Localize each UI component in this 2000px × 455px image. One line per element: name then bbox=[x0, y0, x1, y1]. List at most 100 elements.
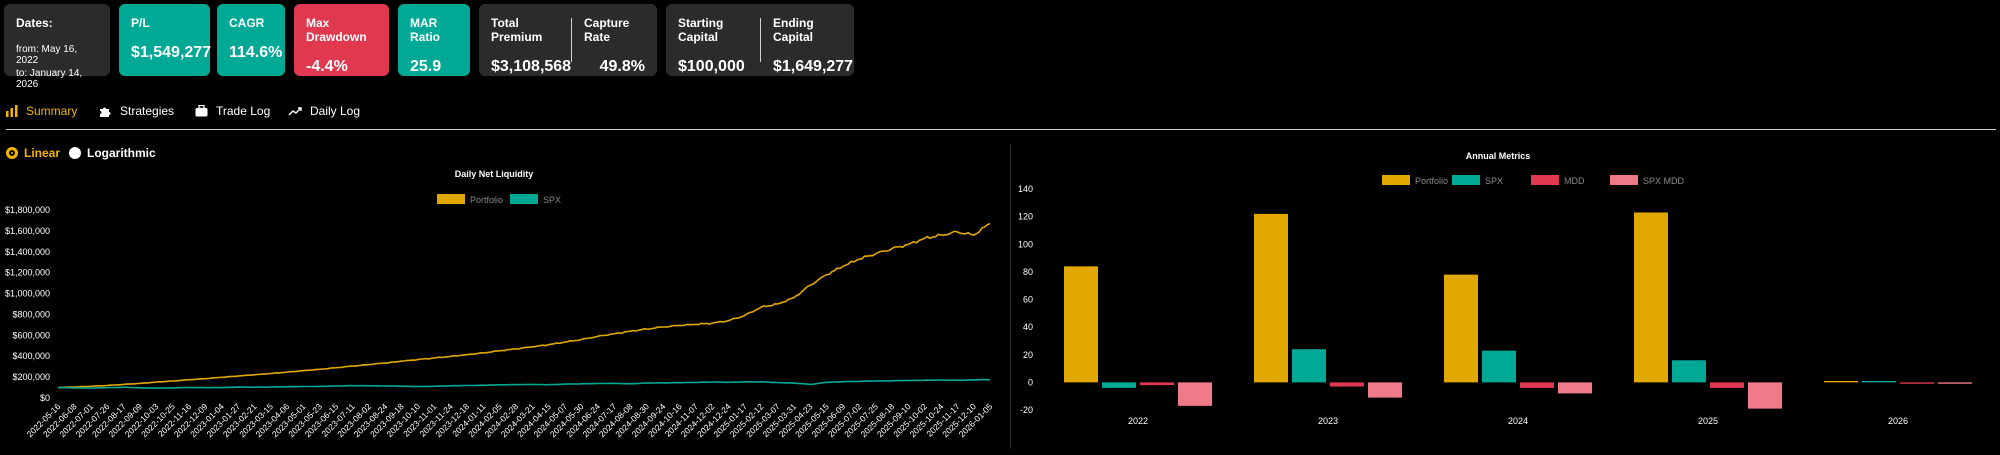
bar-chart-icon bbox=[6, 105, 18, 117]
y-tick-label: $1,600,000 bbox=[5, 226, 50, 236]
cagr-card: CAGR 114.6% bbox=[217, 4, 285, 76]
mar-ratio-label: MAR Ratio bbox=[410, 16, 440, 44]
legend-item-mdd: MDD bbox=[1531, 175, 1585, 186]
tab-bar: Summary Strategies Trade Log Daily Log bbox=[0, 98, 2000, 130]
legend-label-portfolio: Portfolio bbox=[1415, 176, 1448, 186]
max-drawdown-label: Max Drawdown bbox=[306, 16, 367, 44]
logarithmic-radio-label: Logarithmic bbox=[87, 146, 156, 160]
legend-item-spx-mdd: SPX MDD bbox=[1610, 175, 1685, 186]
legend-item-spx: SPX bbox=[1452, 175, 1503, 186]
tab-strategies[interactable]: Strategies bbox=[99, 104, 174, 118]
bar-portfolio-2022 bbox=[1064, 266, 1098, 383]
legend-swatch-portfolio bbox=[437, 194, 465, 204]
max-drawdown-value: -4.4% bbox=[306, 58, 348, 75]
y-tick-label: 0 bbox=[1028, 377, 1033, 387]
bar-portfolio-2023 bbox=[1254, 213, 1288, 383]
starting-capital-value: $100,000 bbox=[678, 58, 745, 75]
bar-mdd-2025 bbox=[1710, 382, 1744, 388]
bar-mdd-2023 bbox=[1330, 382, 1364, 387]
pl-card: P/L $1,549,277 bbox=[119, 4, 212, 76]
tab-underline bbox=[6, 129, 1996, 130]
y-tick-label: $0 bbox=[40, 393, 50, 403]
bar-spx-mdd-2024 bbox=[1558, 382, 1592, 394]
x-tick-label: 2023 bbox=[1318, 416, 1338, 426]
legend-label-spx: SPX bbox=[1485, 176, 1503, 186]
tab-daily-log-label: Daily Log bbox=[310, 104, 361, 118]
y-tick-label: 100 bbox=[1018, 239, 1033, 249]
series-line-portfolio bbox=[57, 222, 991, 389]
premium-card: Total Premium $3,108,568 Capture Rate 49… bbox=[479, 4, 657, 76]
cagr-label: CAGR bbox=[229, 16, 265, 30]
bar-mdd-2024 bbox=[1520, 382, 1554, 388]
capital-card: Starting Capital $100,000 Ending Capital… bbox=[666, 4, 854, 76]
starting-capital-label: Starting Capital bbox=[678, 16, 724, 44]
chart-divider bbox=[1010, 144, 1011, 449]
y-tick-label: $1,000,000 bbox=[5, 289, 50, 299]
legend-item-spx: SPX bbox=[510, 194, 561, 205]
dates-from: from: May 16, 2022 bbox=[16, 44, 78, 66]
legend-swatch-spx bbox=[510, 194, 538, 204]
legend-swatch-spx-mdd bbox=[1610, 175, 1638, 185]
y-tick-label: 60 bbox=[1023, 295, 1033, 305]
max-drawdown-card: Max Drawdown -4.4% bbox=[294, 4, 389, 76]
premium-divider bbox=[571, 18, 572, 62]
ending-capital-label: Ending Capital bbox=[773, 16, 814, 44]
legend-label-mdd: MDD bbox=[1564, 176, 1585, 186]
linear-radio-label: Linear bbox=[24, 146, 61, 160]
briefcase-icon bbox=[195, 105, 208, 117]
y-tick-label: $800,000 bbox=[12, 309, 50, 319]
bar-spx-mdd-2025 bbox=[1748, 382, 1782, 409]
pl-value: $1,549,277 bbox=[131, 44, 212, 61]
legend-label-spx: SPX bbox=[543, 195, 561, 205]
legend-swatch-spx bbox=[1452, 175, 1480, 185]
tab-summary[interactable]: Summary bbox=[6, 104, 77, 118]
bar-spx-2023 bbox=[1292, 349, 1326, 383]
x-tick-label: 2026 bbox=[1888, 416, 1908, 426]
mar-ratio-card: MAR Ratio 25.9 bbox=[398, 4, 470, 76]
total-premium-value: $3,108,568 bbox=[491, 58, 572, 75]
y-tick-label: $1,200,000 bbox=[5, 268, 50, 278]
dates-card: Dates: from: May 16, 2022 to: January 14… bbox=[4, 4, 110, 90]
y-tick-label: $400,000 bbox=[12, 351, 50, 361]
linear-radio[interactable]: Linear bbox=[6, 146, 60, 160]
bar-spx-2022 bbox=[1102, 382, 1136, 388]
capture-rate-label: Capture Rate bbox=[584, 16, 630, 44]
capture-rate-value: 49.8% bbox=[599, 58, 645, 75]
daily-net-liquidity-chart: Daily Net Liquidity Portfolio SPX $0 $200,00… bbox=[5, 169, 995, 439]
x-tick-label: 2025 bbox=[1698, 416, 1718, 426]
tab-trade-log-label: Trade Log bbox=[216, 104, 271, 118]
y-tick-label: $600,000 bbox=[12, 330, 50, 340]
line-chart-title: Daily Net Liquidity bbox=[455, 169, 534, 179]
tab-trade-log[interactable]: Trade Log bbox=[195, 104, 270, 118]
bar-spx-2025 bbox=[1672, 360, 1706, 383]
cagr-value: 114.6% bbox=[229, 44, 283, 61]
pl-label: P/L bbox=[131, 16, 150, 30]
legend-item-portfolio: Portfolio bbox=[437, 194, 503, 205]
dates-to: to: January 14, 2026 bbox=[16, 68, 83, 90]
bar-mdd-2026 bbox=[1900, 382, 1934, 384]
tab-daily-log[interactable]: Daily Log bbox=[288, 104, 360, 118]
logarithmic-radio-dot bbox=[69, 147, 81, 159]
dates-label: Dates: bbox=[16, 16, 53, 30]
legend-swatch-mdd bbox=[1531, 175, 1559, 185]
y-tick-label: 120 bbox=[1018, 212, 1033, 222]
annual-metrics-chart: Annual Metrics Portfolio SPX MDD SPX MDD -20 0… bbox=[1018, 151, 1972, 426]
mar-ratio-value: 25.9 bbox=[410, 58, 442, 75]
bar-portfolio-2025 bbox=[1634, 212, 1668, 383]
x-tick-label: 2022 bbox=[1128, 416, 1148, 426]
ending-capital-value: $1,649,277 bbox=[773, 58, 854, 75]
y-tick-label: $200,000 bbox=[12, 372, 50, 382]
legend-swatch-portfolio bbox=[1382, 175, 1410, 185]
tab-summary-label: Summary bbox=[26, 104, 78, 118]
total-premium-label: Total Premium bbox=[491, 16, 543, 44]
y-tick-label: $1,400,000 bbox=[5, 247, 50, 257]
bar-spx-mdd-2023 bbox=[1368, 382, 1402, 398]
capital-divider bbox=[760, 18, 761, 62]
bar-mdd-2022 bbox=[1140, 382, 1174, 386]
y-tick-label: 140 bbox=[1018, 184, 1033, 194]
y-tick-label: -20 bbox=[1020, 405, 1033, 415]
logarithmic-radio[interactable]: Logarithmic bbox=[69, 146, 156, 160]
legend-label-spx-mdd: SPX MDD bbox=[1643, 176, 1685, 186]
legend-item-portfolio: Portfolio bbox=[1382, 175, 1448, 186]
linear-radio-dot bbox=[6, 147, 18, 159]
